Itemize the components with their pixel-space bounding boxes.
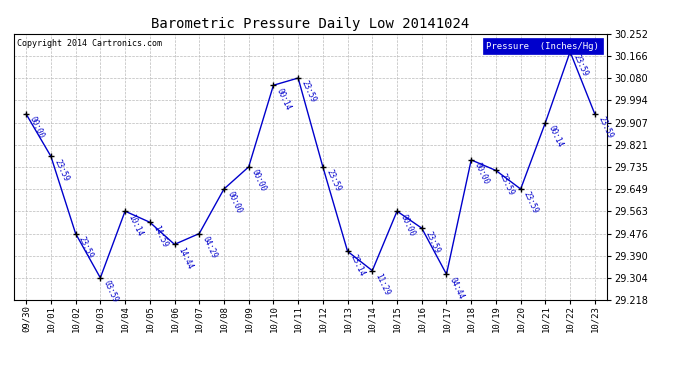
Text: 00:14: 00:14 — [275, 87, 293, 111]
Text: 00:00: 00:00 — [226, 190, 244, 215]
Text: 23:59: 23:59 — [77, 235, 95, 260]
Text: 14:44: 14:44 — [176, 246, 194, 270]
Text: 04:29: 04:29 — [201, 235, 219, 260]
Text: 11:29: 11:29 — [374, 272, 392, 297]
Text: 23:59: 23:59 — [522, 190, 540, 215]
Text: 23:59: 23:59 — [299, 80, 317, 104]
Text: 23:59: 23:59 — [596, 116, 614, 140]
Text: 14:59: 14:59 — [151, 224, 169, 248]
Text: 00:14: 00:14 — [546, 124, 564, 149]
Text: 00:00: 00:00 — [473, 161, 491, 186]
Text: 23:59: 23:59 — [423, 230, 441, 254]
Text: 23:14: 23:14 — [349, 253, 367, 278]
Text: Copyright 2014 Cartronics.com: Copyright 2014 Cartronics.com — [17, 39, 161, 48]
Text: 23:59: 23:59 — [571, 53, 589, 78]
Text: 00:00: 00:00 — [398, 213, 416, 237]
Text: 23:59: 23:59 — [324, 168, 342, 193]
Text: 10:14: 10:14 — [126, 213, 144, 237]
Text: 23:59: 23:59 — [497, 172, 515, 196]
Text: 03:59: 03:59 — [101, 279, 119, 304]
Title: Barometric Pressure Daily Low 20141024: Barometric Pressure Daily Low 20141024 — [151, 17, 470, 31]
Text: 04:44: 04:44 — [448, 276, 466, 300]
Legend: Pressure  (Inches/Hg): Pressure (Inches/Hg) — [482, 38, 602, 54]
Text: 00:00: 00:00 — [250, 168, 268, 193]
Text: 23:59: 23:59 — [52, 158, 70, 183]
Text: 00:00: 00:00 — [28, 116, 46, 140]
